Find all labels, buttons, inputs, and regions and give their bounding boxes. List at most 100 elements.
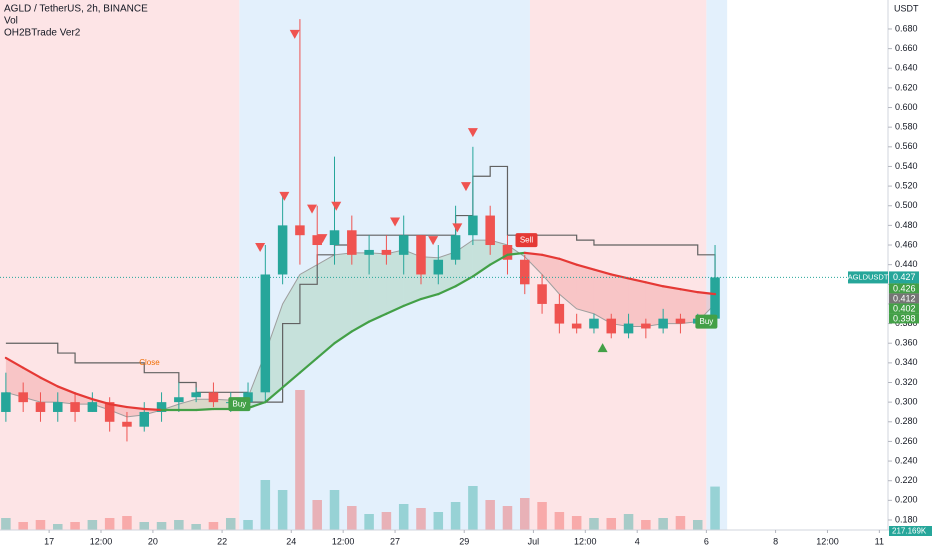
- volume-bar: [104, 518, 115, 530]
- slow-line: [91, 398, 111, 406]
- candle-body: [191, 392, 201, 398]
- candle-body: [537, 284, 547, 304]
- volume-bar: [606, 518, 617, 530]
- volume-bar: [139, 522, 150, 530]
- cloud: [75, 393, 93, 405]
- y-tick-label: 0.660: [895, 43, 918, 53]
- volume-bar: [450, 502, 461, 530]
- cloud: [680, 289, 698, 324]
- candle-body: [468, 215, 478, 236]
- cloud: [645, 282, 664, 327]
- candle-body: [502, 245, 513, 260]
- sell-marker: [331, 201, 342, 211]
- volume-bar: [641, 520, 651, 530]
- cloud: [559, 258, 577, 309]
- volume-bar: [243, 520, 253, 530]
- y-tick-label: 0.360: [895, 338, 918, 348]
- price-tag-label: 0.412: [893, 293, 916, 303]
- cloud: [317, 254, 335, 358]
- x-tick-label: 11: [875, 536, 884, 546]
- signal-box: [695, 314, 718, 329]
- volume-bar: [208, 522, 219, 530]
- volume-bar: [35, 520, 46, 530]
- slow-line: [575, 263, 596, 271]
- slow-line: [696, 291, 717, 296]
- volume-bar: [191, 524, 201, 530]
- sell-marker: [279, 191, 290, 201]
- slow-line: [385, 304, 405, 315]
- price-tag: [889, 313, 919, 324]
- volume-bar: [381, 512, 392, 530]
- x-tick-label: 22: [217, 536, 227, 546]
- volume-bar: [468, 486, 478, 530]
- slow-line: [644, 281, 665, 288]
- cloud: [57, 386, 76, 405]
- x-tick-label: 6: [704, 536, 709, 546]
- zone: [0, 0, 240, 530]
- x-tick-label: 20: [148, 536, 158, 546]
- candle-body: [122, 421, 132, 427]
- price-tag: [889, 271, 919, 284]
- price-tag: [889, 283, 919, 294]
- x-tick-label: 29: [459, 536, 469, 546]
- sell-marker: [460, 182, 471, 192]
- candle-body: [70, 402, 80, 412]
- volume-tag: [889, 526, 932, 536]
- volume-bar: [502, 506, 513, 530]
- candle-body: [398, 235, 409, 255]
- sell-marker: [307, 204, 318, 214]
- y-tick-label: 0.260: [895, 436, 918, 446]
- slow-line: [4, 356, 25, 369]
- volume-bar: [156, 522, 167, 530]
- candle-body: [18, 392, 28, 403]
- price-tag-label: 0.402: [893, 303, 916, 313]
- candle-body: [174, 397, 184, 403]
- cloud: [40, 377, 58, 403]
- candle-body: [277, 225, 288, 275]
- price-tag-label: 0.426: [893, 283, 916, 293]
- volume-bar: [225, 518, 236, 530]
- slow-line: [679, 288, 699, 294]
- cloud: [611, 274, 629, 327]
- y-tick-label: 0.460: [895, 239, 918, 249]
- x-tick-label: 24: [286, 536, 296, 546]
- y-tick-label: 0.560: [895, 141, 918, 151]
- zone: [529, 0, 707, 530]
- slow-line: [471, 263, 492, 278]
- signal-label: Sell: [520, 236, 534, 245]
- candle-body: [329, 230, 340, 246]
- volume-bar: [295, 390, 305, 530]
- plot: Buy Sell Buy Close: [0, 0, 888, 530]
- volume-bar: [1, 518, 11, 530]
- cloud: [299, 264, 318, 373]
- slow-line: [39, 376, 59, 388]
- candle-body: [87, 402, 98, 412]
- y-tick-label: 0.280: [895, 416, 918, 426]
- zone: [239, 0, 530, 530]
- volume-bar: [87, 520, 98, 530]
- x-tick-label: 12:00: [816, 536, 839, 546]
- y-tick-label: 0.520: [895, 180, 918, 190]
- slow-line: [454, 275, 474, 288]
- candle-body: [104, 402, 115, 422]
- symbol-tag: [848, 271, 888, 284]
- axis-unit: USDT: [894, 3, 919, 13]
- cloud: [386, 249, 404, 314]
- y-tick-label: 0.240: [895, 455, 918, 465]
- legend-item: Vol: [4, 16, 18, 27]
- price-tag-label: 0.398: [893, 313, 916, 323]
- slow-line: [419, 293, 440, 301]
- candle-body: [623, 323, 634, 334]
- slow-line: [592, 268, 613, 276]
- y-tick-label: 0.200: [895, 495, 918, 505]
- volume-bar: [260, 480, 271, 530]
- volume-bar: [589, 518, 599, 530]
- volume-bar: [537, 502, 547, 530]
- price-tag: [889, 303, 919, 314]
- sell-marker: [317, 234, 328, 244]
- slow-line: [143, 407, 163, 412]
- candle-body: [208, 392, 219, 403]
- sell-marker: [428, 236, 439, 246]
- candle-body: [364, 249, 374, 255]
